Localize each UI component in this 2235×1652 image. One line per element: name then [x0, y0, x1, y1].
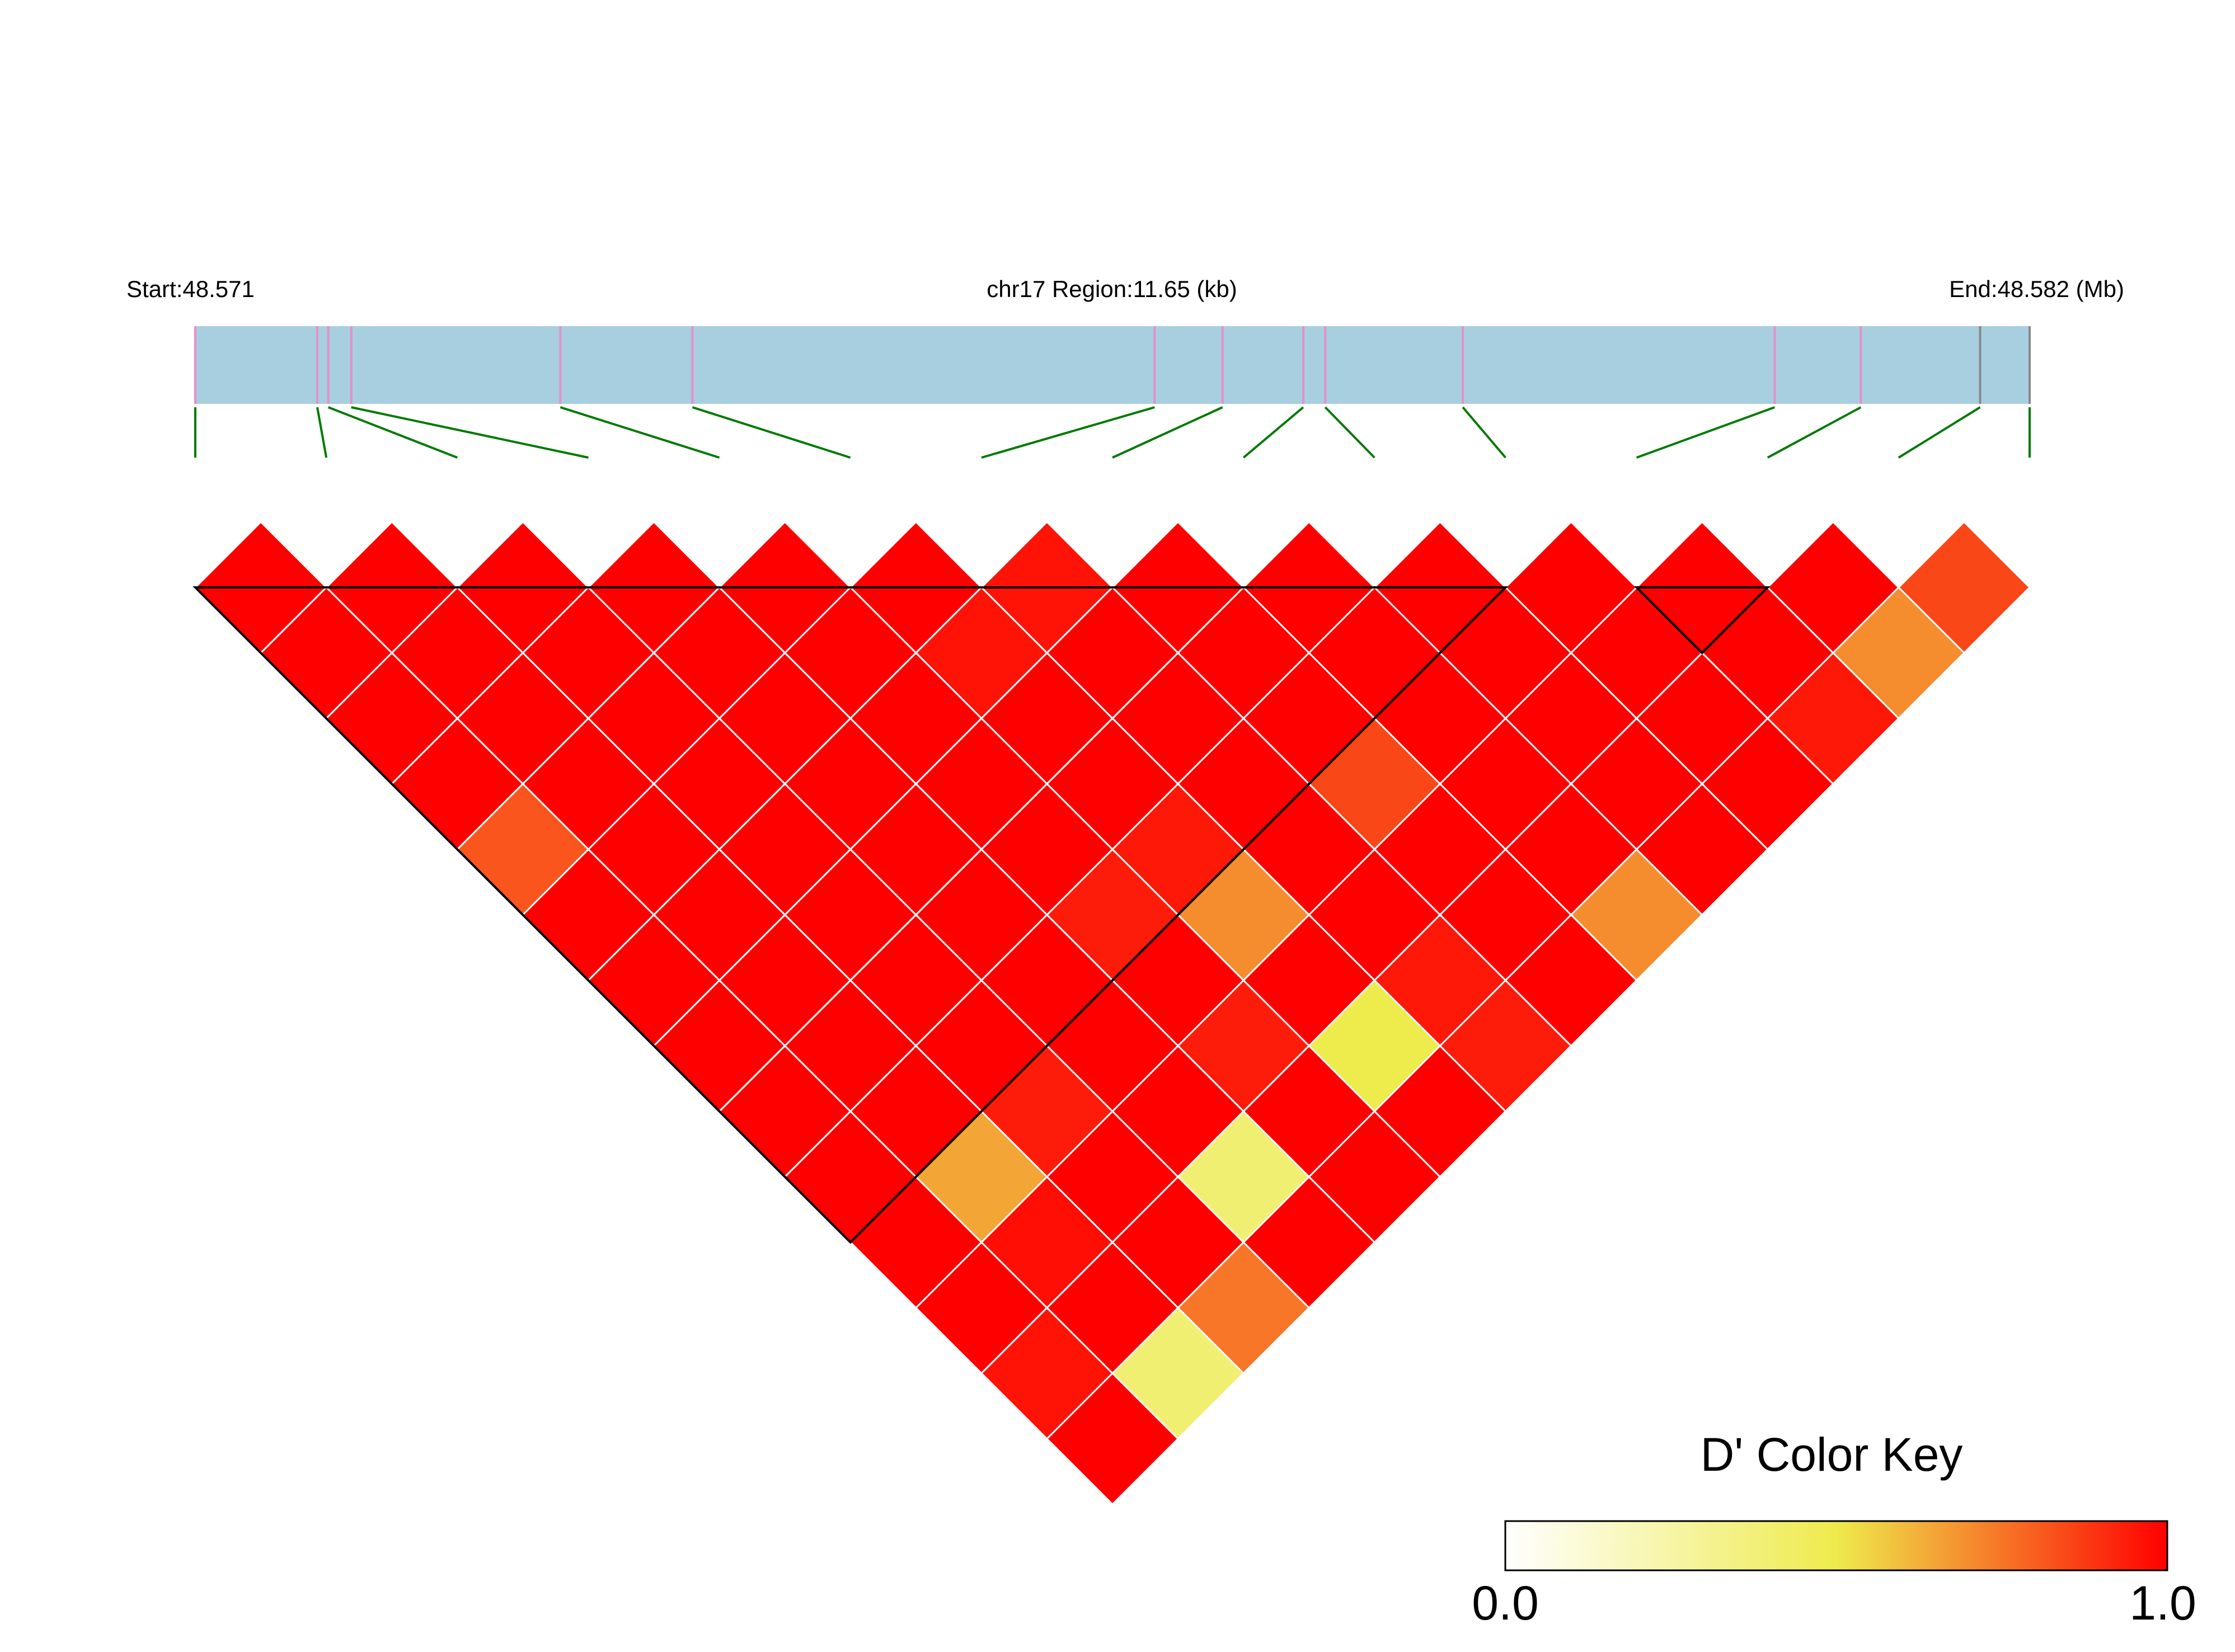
region-end-label: End:48.582 (Mb)	[1949, 276, 2124, 302]
snp-connector-group	[194, 406, 2031, 459]
snp-connector	[1636, 406, 1776, 459]
haplotype-block-group	[192, 586, 1771, 1244]
snp-connector	[692, 406, 851, 459]
snp-connector	[1767, 406, 1862, 459]
ld-cell-group	[194, 520, 2031, 1506]
region-start-label: Start:48.571	[126, 276, 255, 302]
snp-connector	[981, 406, 1155, 459]
snp-connector	[1242, 406, 1304, 459]
snp-connector	[351, 406, 589, 459]
snp-connector	[1324, 406, 1375, 459]
snp-connector	[327, 406, 458, 459]
color-key-title: D' Color Key	[1701, 1428, 1963, 1481]
snp-connector	[560, 406, 720, 459]
color-key-min-label: 0.0	[1472, 1576, 1539, 1630]
region-center-label: chr17 Region:11.65 (kb)	[987, 276, 1237, 302]
ld-cell	[1045, 1372, 1180, 1506]
region-bar	[195, 326, 2030, 404]
haplotype-block-outline	[192, 586, 1509, 1244]
snp-tick-group	[194, 326, 2031, 404]
snp-connector	[1112, 406, 1223, 459]
snp-connector	[316, 407, 328, 458]
snp-connector	[1462, 406, 1506, 459]
snp-connector	[1898, 406, 1981, 459]
haplotype-block-outline	[1633, 586, 1771, 655]
color-key-bar	[1504, 1520, 2168, 1571]
color-key-max-label: 1.0	[2129, 1576, 2196, 1630]
